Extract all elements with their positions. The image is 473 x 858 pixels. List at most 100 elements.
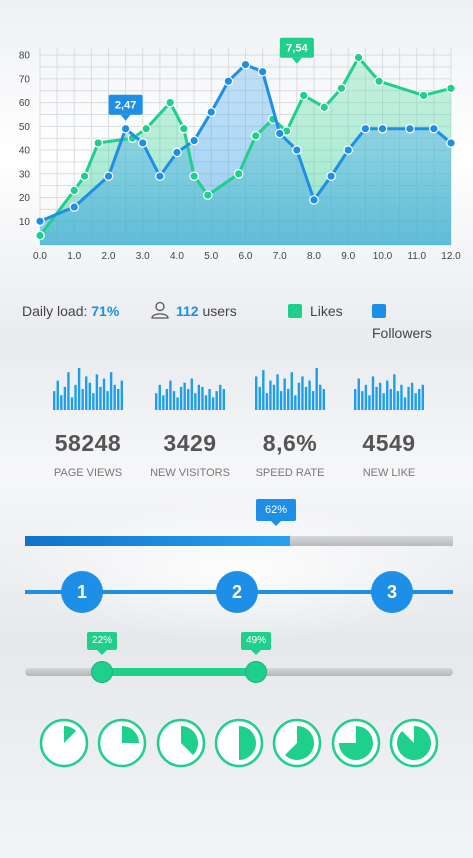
step-1[interactable]: 1 bbox=[61, 571, 103, 613]
data-point[interactable] bbox=[141, 123, 151, 134]
pie-progress bbox=[39, 718, 89, 768]
spark-bar bbox=[294, 395, 297, 410]
data-point[interactable] bbox=[155, 171, 165, 181]
daily-load: Daily load: 71% bbox=[22, 300, 119, 322]
callout-followers: 2,47 bbox=[108, 94, 143, 121]
x-tick-label: 2.0 bbox=[102, 251, 116, 262]
data-point[interactable] bbox=[69, 202, 80, 212]
data-point[interactable] bbox=[353, 52, 364, 63]
spark-bar bbox=[67, 372, 70, 410]
data-point[interactable] bbox=[35, 230, 45, 241]
y-tick-label: 20 bbox=[19, 193, 31, 204]
legend-likes-swatch bbox=[288, 304, 302, 318]
pie-slice bbox=[64, 726, 77, 743]
data-point[interactable] bbox=[446, 83, 456, 94]
data-point[interactable] bbox=[257, 66, 268, 77]
data-point[interactable] bbox=[250, 131, 261, 141]
spark-bar bbox=[319, 384, 322, 410]
spark-bar bbox=[194, 393, 197, 410]
data-point[interactable] bbox=[374, 76, 384, 87]
data-point[interactable] bbox=[429, 123, 439, 134]
spark-bar bbox=[215, 391, 218, 410]
spark-bar bbox=[179, 386, 183, 410]
stat-label: NEW VISITORS bbox=[150, 467, 230, 479]
legend-followers-label: Followers bbox=[372, 325, 432, 341]
users-label: users bbox=[202, 303, 237, 319]
data-point[interactable] bbox=[336, 83, 347, 94]
spark-bar bbox=[53, 391, 56, 410]
series-area-followers bbox=[40, 64, 451, 245]
spark-bar bbox=[301, 376, 304, 410]
spark-bar bbox=[187, 389, 190, 410]
spark-bar bbox=[255, 376, 258, 410]
spark-bar bbox=[389, 389, 392, 410]
spark-bar bbox=[222, 389, 225, 410]
range-handle-high[interactable] bbox=[245, 661, 268, 683]
data-point[interactable] bbox=[179, 123, 189, 134]
spark-bar bbox=[197, 384, 201, 410]
pie-progress bbox=[98, 718, 147, 768]
data-point[interactable] bbox=[35, 216, 45, 227]
spark-bar bbox=[364, 384, 368, 410]
data-point[interactable] bbox=[189, 135, 199, 146]
spark-bar bbox=[414, 393, 417, 410]
spark-bar bbox=[308, 380, 311, 410]
spark-bar bbox=[92, 393, 95, 410]
data-point[interactable] bbox=[319, 102, 330, 113]
data-point[interactable] bbox=[418, 90, 429, 101]
x-tick-label: 6.0 bbox=[239, 251, 253, 262]
x-tick-label: 4.0 bbox=[170, 251, 184, 262]
stat-new-visitors: 3429 NEW VISITORS bbox=[135, 368, 245, 479]
data-point[interactable] bbox=[446, 138, 456, 148]
legend-followers-swatch bbox=[372, 304, 386, 318]
data-point[interactable] bbox=[360, 123, 371, 134]
data-point[interactable] bbox=[233, 168, 244, 179]
y-tick-label: 40 bbox=[19, 146, 31, 157]
data-point[interactable] bbox=[298, 90, 309, 101]
spark-bar bbox=[155, 393, 158, 410]
spark-bar bbox=[158, 384, 161, 410]
data-point[interactable] bbox=[189, 171, 199, 181]
spark-bars bbox=[354, 374, 424, 410]
step-2[interactable]: 2 bbox=[216, 571, 258, 613]
data-point[interactable] bbox=[343, 145, 354, 155]
spark-bar bbox=[400, 384, 403, 410]
legend-likes: Likes bbox=[288, 300, 343, 322]
range-handle-low[interactable] bbox=[91, 661, 114, 683]
data-point[interactable] bbox=[292, 145, 302, 155]
x-tick-label: 0.0 bbox=[33, 251, 47, 262]
data-point[interactable] bbox=[165, 97, 175, 108]
pie-progress bbox=[331, 718, 380, 768]
data-point[interactable] bbox=[240, 59, 251, 70]
spark-bar bbox=[109, 372, 113, 410]
data-point[interactable] bbox=[172, 147, 182, 158]
spark-bar bbox=[418, 389, 421, 410]
data-point[interactable] bbox=[79, 171, 90, 181]
data-point[interactable] bbox=[326, 171, 336, 181]
data-point[interactable] bbox=[203, 190, 213, 200]
data-point[interactable] bbox=[223, 76, 234, 87]
spark-bar bbox=[322, 389, 325, 410]
data-point[interactable] bbox=[137, 138, 148, 148]
data-point[interactable] bbox=[309, 195, 319, 205]
spark-bars bbox=[155, 378, 225, 410]
data-point[interactable] bbox=[103, 171, 114, 181]
data-point[interactable] bbox=[377, 123, 388, 134]
spark-bar bbox=[162, 395, 165, 410]
data-point[interactable] bbox=[206, 107, 217, 117]
data-point[interactable] bbox=[405, 123, 415, 134]
progress-bar[interactable] bbox=[25, 536, 453, 546]
y-tick-label: 10 bbox=[19, 217, 31, 228]
spark-bar bbox=[357, 378, 360, 410]
stat-label: SPEED RATE bbox=[255, 467, 325, 479]
spark-bar bbox=[311, 391, 315, 410]
data-point[interactable] bbox=[120, 123, 131, 134]
data-point[interactable] bbox=[93, 138, 104, 148]
pie-slice bbox=[285, 726, 315, 760]
data-point[interactable] bbox=[69, 185, 80, 196]
y-tick-label: 60 bbox=[19, 98, 31, 109]
step-3[interactable]: 3 bbox=[371, 571, 413, 613]
range-slider[interactable] bbox=[25, 668, 453, 676]
stat-label: NEW LIKE bbox=[362, 467, 416, 479]
data-point[interactable] bbox=[274, 128, 285, 139]
